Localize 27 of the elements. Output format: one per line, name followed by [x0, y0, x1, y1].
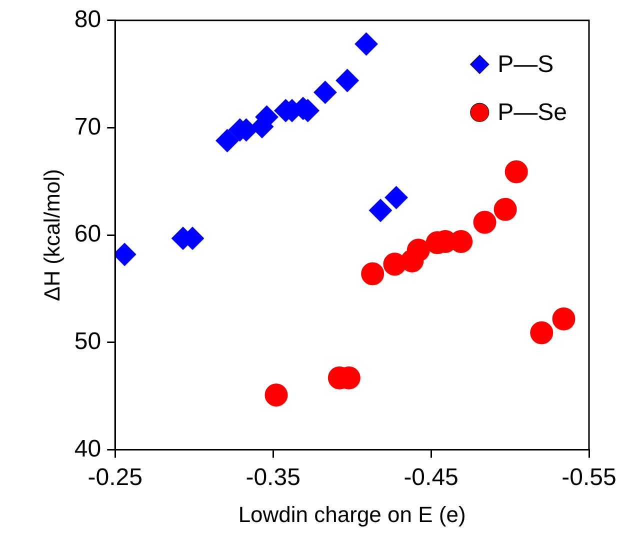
y-tick-label: 40: [74, 435, 102, 462]
y-tick-label: 80: [74, 6, 102, 34]
point: [552, 307, 576, 330]
point: [264, 384, 288, 407]
y-tick-label: 60: [74, 220, 102, 248]
point: [494, 198, 517, 221]
point: [361, 262, 384, 286]
point: [504, 160, 528, 184]
x-axis-title: Lowdin charge on E (e): [238, 502, 466, 527]
point: [216, 129, 239, 152]
point: [530, 321, 554, 344]
point: [368, 198, 392, 222]
legend-label: P—Se: [498, 99, 568, 126]
point: [336, 69, 359, 92]
point: [406, 238, 430, 262]
y-tick-label: 50: [74, 328, 102, 356]
y-tick-label: 70: [74, 113, 102, 140]
point: [354, 32, 378, 56]
x-tick-label: -0.35: [246, 464, 300, 491]
point: [384, 186, 408, 210]
x-tick-label: -0.25: [88, 464, 142, 491]
x-tick-label: -0.45: [404, 464, 458, 491]
x-tick-label: -0.55: [562, 464, 616, 491]
point: [314, 80, 337, 104]
legend-label: P—S: [498, 51, 554, 78]
point: [473, 210, 496, 234]
y-axis-title: ΔH (kcal/mol): [39, 169, 64, 302]
